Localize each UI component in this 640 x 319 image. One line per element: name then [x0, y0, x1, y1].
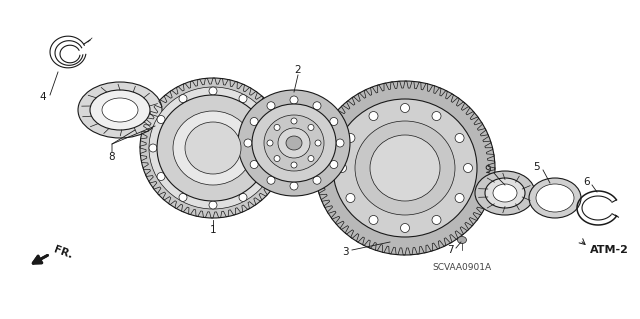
Ellipse shape: [209, 87, 217, 95]
Ellipse shape: [252, 104, 336, 182]
Ellipse shape: [261, 115, 269, 123]
Text: FR.: FR.: [52, 244, 74, 260]
Ellipse shape: [290, 96, 298, 104]
Text: 2: 2: [294, 65, 301, 75]
Ellipse shape: [185, 122, 241, 174]
Ellipse shape: [337, 164, 346, 173]
Ellipse shape: [485, 178, 525, 208]
Ellipse shape: [536, 184, 574, 212]
Ellipse shape: [369, 112, 378, 121]
Text: 1: 1: [210, 225, 216, 235]
Ellipse shape: [346, 194, 355, 203]
Text: ATM-2: ATM-2: [590, 245, 629, 255]
Ellipse shape: [267, 140, 273, 146]
Ellipse shape: [157, 115, 165, 123]
Ellipse shape: [102, 98, 138, 122]
Ellipse shape: [267, 176, 275, 184]
Text: 6: 6: [584, 177, 590, 187]
Ellipse shape: [264, 115, 324, 171]
Ellipse shape: [308, 156, 314, 161]
Ellipse shape: [157, 173, 165, 181]
Ellipse shape: [239, 193, 247, 201]
Ellipse shape: [330, 117, 338, 125]
Text: 3: 3: [342, 247, 348, 257]
Ellipse shape: [308, 124, 314, 130]
Text: 7: 7: [447, 245, 453, 255]
Ellipse shape: [315, 81, 495, 255]
Ellipse shape: [261, 173, 269, 181]
Ellipse shape: [330, 160, 338, 168]
Ellipse shape: [157, 95, 269, 201]
Ellipse shape: [313, 176, 321, 184]
Ellipse shape: [313, 102, 321, 110]
Ellipse shape: [238, 90, 350, 196]
Ellipse shape: [333, 99, 477, 237]
Text: SCVAA0901A: SCVAA0901A: [433, 263, 492, 272]
Ellipse shape: [401, 224, 410, 233]
Ellipse shape: [336, 139, 344, 147]
Ellipse shape: [463, 164, 472, 173]
Ellipse shape: [269, 144, 277, 152]
Ellipse shape: [370, 135, 440, 201]
Ellipse shape: [346, 133, 355, 143]
Ellipse shape: [455, 133, 464, 143]
Ellipse shape: [432, 215, 441, 225]
Ellipse shape: [475, 171, 535, 215]
Ellipse shape: [401, 103, 410, 113]
Ellipse shape: [274, 124, 280, 130]
Ellipse shape: [432, 112, 441, 121]
Ellipse shape: [267, 102, 275, 110]
Ellipse shape: [291, 162, 297, 168]
Text: 5: 5: [534, 162, 540, 172]
Ellipse shape: [250, 160, 258, 168]
Ellipse shape: [244, 139, 252, 147]
Ellipse shape: [149, 87, 277, 209]
Ellipse shape: [140, 78, 286, 218]
Ellipse shape: [529, 178, 581, 218]
Ellipse shape: [278, 128, 310, 158]
Ellipse shape: [455, 194, 464, 203]
Ellipse shape: [493, 184, 517, 202]
Ellipse shape: [239, 95, 247, 103]
Ellipse shape: [149, 144, 157, 152]
Ellipse shape: [274, 156, 280, 161]
Ellipse shape: [458, 236, 467, 243]
Ellipse shape: [286, 136, 302, 150]
Ellipse shape: [369, 215, 378, 225]
Ellipse shape: [179, 193, 187, 201]
Ellipse shape: [250, 117, 258, 125]
Ellipse shape: [355, 121, 455, 215]
Text: 4: 4: [40, 92, 46, 102]
Ellipse shape: [90, 90, 150, 130]
Ellipse shape: [209, 201, 217, 209]
Ellipse shape: [78, 82, 162, 138]
Text: 9: 9: [484, 165, 492, 175]
Ellipse shape: [173, 111, 253, 185]
Ellipse shape: [291, 118, 297, 124]
Text: 8: 8: [109, 152, 115, 162]
Ellipse shape: [179, 95, 187, 103]
Ellipse shape: [315, 140, 321, 146]
Ellipse shape: [290, 182, 298, 190]
